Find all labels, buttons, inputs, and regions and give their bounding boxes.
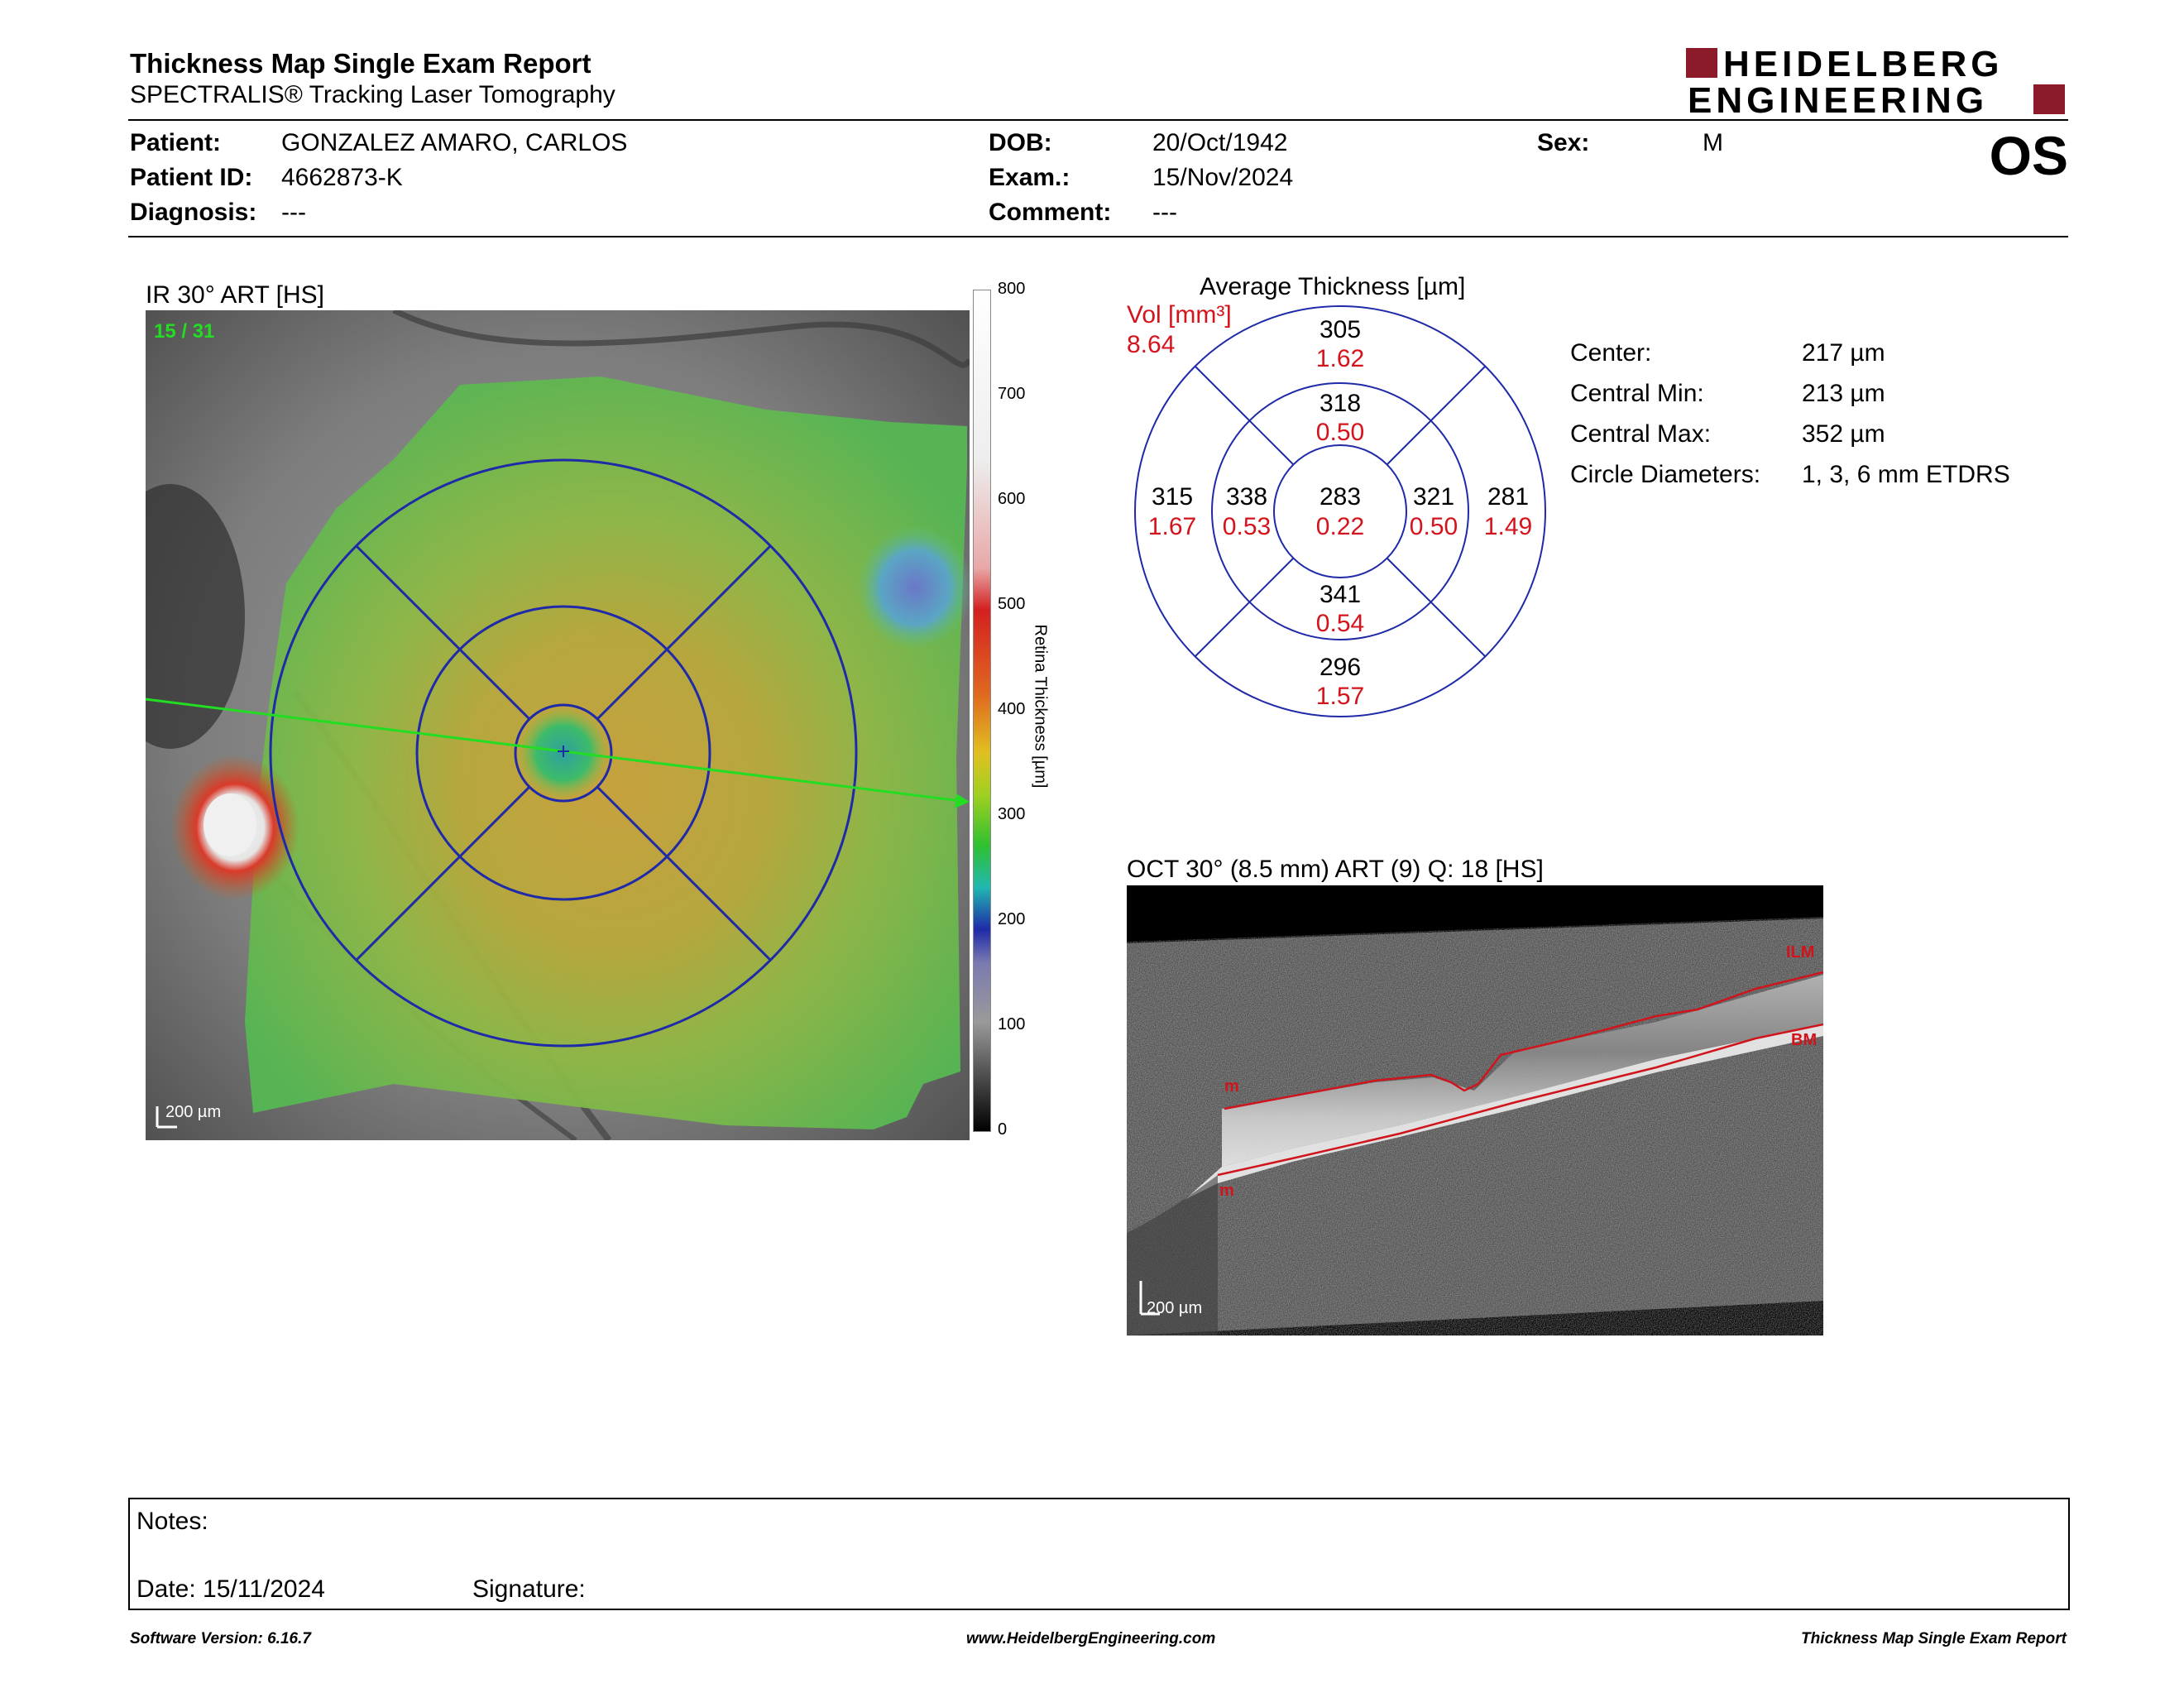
report-subtitle: SPECTRALIS® Tracking Laser Tomography [130,81,615,108]
vol-label: Vol [mm³] [1127,301,1232,328]
sex-label: Sex: [1537,129,1590,156]
sector-center-volume: 0.22 [1315,513,1365,540]
sector-inner-left-thickness: 338 [1225,483,1268,511]
stat-central-max-label: Central Max: [1570,420,1712,448]
exam-value: 15/Nov/2024 [1152,164,1294,191]
oct-scalebar-label: 200 µm [1147,1299,1203,1317]
sector-outer-left-thickness: 315 [1151,483,1194,511]
sector-outer-superior-thickness: 305 [1319,316,1362,343]
signature-label: Signature: [472,1575,586,1603]
sector-outer-left-volume: 1.67 [1147,513,1197,540]
notes-date: Date: 15/11/2024 [136,1575,325,1603]
sector-inner-superior-volume: 0.50 [1315,419,1365,446]
comment-label: Comment: [989,199,1112,226]
color-scale-title: Retina Thickness [µm] [1031,624,1050,789]
scale-tick: 600 [998,490,1026,508]
footer-website[interactable]: www.HeidelbergEngineering.com [966,1630,1216,1647]
footer-report-name: Thickness Map Single Exam Report [1801,1630,2067,1647]
scale-tick: 300 [998,805,1026,823]
bm-marker-label: m [1219,1182,1234,1200]
vol-total: 8.64 [1127,331,1176,358]
scale-tick: 200 [998,910,1026,928]
scale-tick: 400 [998,700,1026,718]
stats-panel: Center: 217 µm Central Min: 213 µm Centr… [1570,339,2067,505]
oct-caption: OCT 30° (8.5 mm) ART (9) Q: 18 [HS] [1127,856,1544,883]
color-scale-ticks: 800 700 600 500 400 300 200 100 0 [991,280,1041,1140]
sector-outer-inferior-thickness: 296 [1319,654,1362,681]
scale-tick: 800 [998,280,1026,298]
sector-inner-inferior-thickness: 341 [1319,581,1362,608]
sector-inner-right-thickness: 321 [1412,483,1455,511]
stat-central-max-value: 352 µm [1802,420,1885,448]
sector-inner-left-volume: 0.53 [1222,513,1272,540]
sector-outer-right-volume: 1.49 [1483,513,1533,540]
patient-name: GONZALEZ AMARO, CARLOS [281,129,628,156]
patient-name-label: Patient: [130,129,222,156]
ilm-label: ILM [1786,943,1815,961]
notes-box: Notes: Date: 15/11/2024 Signature: [128,1498,2070,1610]
bm-label: BM [1791,1031,1818,1049]
sex-value: M [1703,129,1723,156]
logo-square-icon [1686,48,1717,78]
frame-count: 15 / 31 [154,320,215,343]
sector-outer-right-thickness: 281 [1487,483,1530,511]
ir-scalebar-label: 200 µm [165,1103,222,1121]
scale-tick: 500 [998,595,1026,613]
sector-center-thickness: 283 [1319,483,1362,511]
exam-label: Exam.: [989,164,1070,191]
stat-central-min-value: 213 µm [1802,380,1885,407]
ir-image-caption: IR 30° ART [HS] [146,281,324,309]
sector-inner-superior-thickness: 318 [1319,390,1362,417]
heidelberg-logo: HEIDELBERG ENGINEERING [1686,44,2067,121]
dob-value: 20/Oct/1942 [1152,129,1288,156]
scale-tick: 700 [998,385,1026,403]
diagnosis-label: Diagnosis: [130,199,257,226]
etdrs-title: Average Thickness [µm] [1200,273,1466,300]
oct-bscan-image: ILM BM m m 200 µm [1127,885,1824,1336]
logo-square-icon [2033,84,2065,114]
footer-software-version: Software Version: 6.16.7 [130,1630,311,1647]
stat-center-label: Center: [1570,339,1652,367]
report-title: Thickness Map Single Exam Report [130,48,592,79]
patient-id-label: Patient ID: [130,164,253,191]
ir-fundus-image: 15 / 31 200 µm [96,307,973,1143]
sector-outer-inferior-volume: 1.57 [1315,683,1365,710]
thickness-color-scale [973,290,991,1132]
patient-id: 4662873-K [281,164,403,191]
stat-central-min-label: Central Min: [1570,380,1704,407]
stat-circle-diameters-value: 1, 3, 6 mm ETDRS [1802,461,2010,488]
sector-outer-superior-volume: 1.62 [1315,345,1365,372]
stat-center-value: 217 µm [1802,339,1885,367]
ilm-marker-label: m [1224,1077,1239,1096]
eye-laterality: OS [1989,125,2068,186]
scale-tick: 100 [998,1015,1026,1033]
etdrs-grid-chart: 305 1.62 318 0.50 283 0.22 338 0.53 321 … [1133,305,1547,718]
comment-value: --- [1152,199,1177,226]
logo-line2: ENGINEERING [1688,80,1989,121]
sector-inner-right-volume: 0.50 [1409,513,1458,540]
notes-label: Notes: [136,1508,208,1535]
stat-circle-diameters-label: Circle Diameters: [1570,461,1761,488]
scale-tick: 0 [998,1120,1008,1139]
sector-inner-inferior-volume: 0.54 [1315,610,1365,637]
diagnosis-value: --- [281,199,306,226]
logo-line1: HEIDELBERG [1723,44,2004,84]
dob-label: DOB: [989,129,1052,156]
